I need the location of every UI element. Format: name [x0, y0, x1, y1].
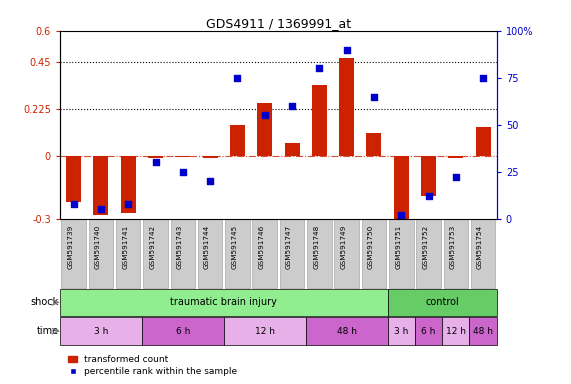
Text: GSM591751: GSM591751 — [395, 224, 401, 269]
Bar — [120, 156, 136, 213]
FancyBboxPatch shape — [307, 219, 332, 288]
Bar — [312, 85, 327, 156]
Bar — [394, 156, 409, 225]
Text: 48 h: 48 h — [337, 327, 357, 336]
Text: 3 h: 3 h — [94, 327, 108, 336]
Text: GSM591742: GSM591742 — [150, 224, 155, 269]
Bar — [230, 125, 245, 156]
Bar — [66, 156, 81, 202]
FancyBboxPatch shape — [198, 219, 222, 288]
Bar — [257, 103, 272, 156]
Bar — [94, 156, 108, 215]
Text: GSM591747: GSM591747 — [286, 224, 292, 269]
Bar — [476, 127, 490, 156]
Text: time: time — [37, 326, 59, 336]
Text: GSM591740: GSM591740 — [95, 224, 101, 269]
Text: GSM591748: GSM591748 — [313, 224, 319, 269]
Bar — [367, 133, 381, 156]
Bar — [442, 317, 469, 345]
Text: GSM591750: GSM591750 — [368, 224, 374, 269]
Point — [287, 103, 296, 109]
Title: GDS4911 / 1369991_at: GDS4911 / 1369991_at — [206, 17, 351, 30]
Text: traumatic brain injury: traumatic brain injury — [170, 297, 277, 308]
FancyBboxPatch shape — [61, 219, 86, 288]
Text: GSM591754: GSM591754 — [477, 224, 483, 269]
Point — [206, 178, 215, 184]
Bar — [415, 317, 442, 345]
Point — [424, 193, 433, 199]
Text: 48 h: 48 h — [473, 327, 493, 336]
Point — [233, 74, 242, 81]
Point — [397, 212, 406, 218]
FancyBboxPatch shape — [416, 219, 441, 288]
Point — [178, 169, 187, 175]
FancyBboxPatch shape — [335, 219, 359, 288]
Bar — [421, 156, 436, 196]
FancyBboxPatch shape — [444, 219, 468, 288]
Point — [151, 159, 160, 166]
Text: control: control — [425, 297, 459, 308]
Text: GSM591744: GSM591744 — [204, 224, 210, 269]
Text: GSM591749: GSM591749 — [341, 224, 347, 269]
Point — [124, 201, 133, 207]
Text: GSM591753: GSM591753 — [450, 224, 456, 269]
Bar — [175, 156, 190, 157]
Text: GSM591746: GSM591746 — [259, 224, 265, 269]
Point — [478, 74, 488, 81]
FancyBboxPatch shape — [116, 219, 140, 288]
Text: GSM591741: GSM591741 — [122, 224, 128, 269]
Bar — [284, 142, 300, 156]
Bar — [305, 317, 388, 345]
Bar — [203, 156, 218, 158]
Bar — [448, 156, 463, 158]
Point — [96, 207, 106, 213]
Point — [342, 46, 351, 53]
Text: 12 h: 12 h — [255, 327, 275, 336]
Bar — [388, 317, 415, 345]
FancyBboxPatch shape — [280, 219, 304, 288]
Bar — [388, 289, 497, 316]
Point — [369, 93, 379, 99]
Legend: transformed count, percentile rank within the sample: transformed count, percentile rank withi… — [65, 352, 241, 379]
Text: 6 h: 6 h — [176, 327, 190, 336]
Bar — [60, 289, 388, 316]
Point — [69, 201, 78, 207]
Bar — [142, 317, 224, 345]
Point — [315, 65, 324, 71]
FancyBboxPatch shape — [171, 219, 195, 288]
Bar — [148, 156, 163, 158]
Text: GSM591745: GSM591745 — [231, 224, 238, 269]
Point — [451, 174, 460, 180]
Text: 12 h: 12 h — [446, 327, 466, 336]
FancyBboxPatch shape — [225, 219, 250, 288]
FancyBboxPatch shape — [389, 219, 413, 288]
FancyBboxPatch shape — [361, 219, 386, 288]
FancyBboxPatch shape — [252, 219, 277, 288]
Bar — [339, 58, 354, 156]
Text: GSM591743: GSM591743 — [177, 224, 183, 269]
FancyBboxPatch shape — [471, 219, 496, 288]
Point — [260, 112, 270, 118]
Bar — [224, 317, 305, 345]
Text: GSM591752: GSM591752 — [423, 224, 428, 269]
Text: shock: shock — [30, 297, 59, 308]
Text: GSM591739: GSM591739 — [67, 224, 74, 269]
Bar — [469, 317, 497, 345]
FancyBboxPatch shape — [143, 219, 168, 288]
FancyBboxPatch shape — [89, 219, 113, 288]
Text: 6 h: 6 h — [421, 327, 436, 336]
Bar — [60, 317, 142, 345]
Text: 3 h: 3 h — [394, 327, 408, 336]
